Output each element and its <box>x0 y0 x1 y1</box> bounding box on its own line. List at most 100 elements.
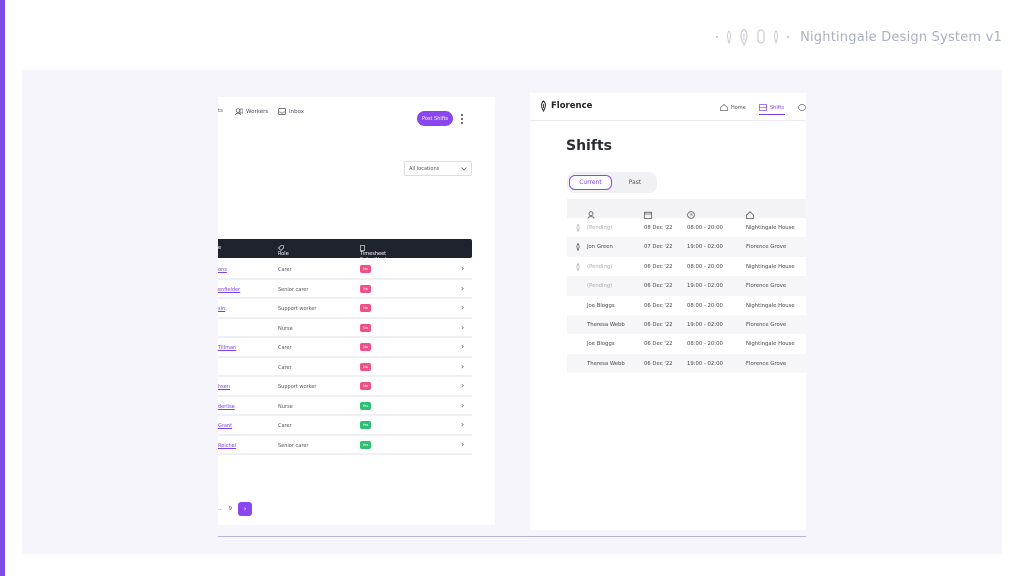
shift-row[interactable]: Theresa Webb 06 Dec '22 19:00 - 02:00 Flore… <box>567 314 806 335</box>
chevron-right-icon[interactable]: › <box>461 264 465 273</box>
header-role-label: Role <box>278 251 289 257</box>
worker-name: Jon Green <box>587 244 613 251</box>
chevron-right-icon[interactable]: › <box>461 283 465 293</box>
tab-past[interactable]: Past <box>628 179 642 186</box>
chevron-right-icon[interactable]: › <box>461 361 465 371</box>
table-header: e Role Timesheet Submitted <box>218 239 472 263</box>
table-row[interactable]: derlise Nurse Yes › <box>218 396 472 416</box>
table-row[interactable]: hsen Support worker No › <box>218 377 472 397</box>
shift-row[interactable]: (Pending) 08 Dec '22 08:00 - 20:00 Nighting… <box>567 218 806 237</box>
shift-time: 08:00 - 20:00 <box>687 341 723 348</box>
brand-bar: Nightingale Design System v1 <box>715 28 1002 46</box>
shift-location: Florence Grove <box>746 283 787 290</box>
shift-row[interactable]: Joe Bloggs 06 Dec '22 08:00 - 20:00 Nightin… <box>567 334 806 353</box>
shift-row[interactable]: (Pending) 06 Dec '22 08:00 - 20:00 Nighting… <box>567 257 806 276</box>
role-text: Senior carer <box>278 286 309 293</box>
brand-title: Nightingale Design System v1 <box>800 29 1002 45</box>
chevron-right-icon[interactable]: › <box>461 381 465 390</box>
nav-item-inbox[interactable]: Inbox <box>278 108 304 115</box>
pagination-next-button[interactable]: › <box>237 502 252 516</box>
nav-item-inbox[interactable] <box>798 104 806 111</box>
worker-name-link[interactable]: hsen <box>218 384 231 390</box>
tab-current[interactable]: Current <box>569 175 612 190</box>
dot-icon <box>715 35 719 39</box>
table-row[interactable]: Reichel Senior carer Yes › <box>218 435 472 455</box>
role-text: Carer <box>278 364 292 371</box>
more-menu-icon[interactable] <box>461 114 464 124</box>
shift-date: 06 Dec '22 <box>644 341 673 348</box>
divider <box>218 536 806 537</box>
status-badge: Yes <box>360 440 371 449</box>
nav-label: ts <box>218 108 224 114</box>
shift-date: 07 Dec '22 <box>644 244 673 251</box>
shift-location: Florence Grove <box>746 321 787 328</box>
showcase-stage <box>22 70 1002 554</box>
shift-row[interactable]: Theresa Webb 06 Dec '22 19:00 - 02:00 Flore… <box>567 353 806 374</box>
worker-column-icon <box>587 204 595 223</box>
chevron-right-icon[interactable]: › <box>461 303 465 312</box>
pin-icon <box>774 30 779 44</box>
lamp-outline-icon <box>757 29 765 44</box>
nav-item-workers[interactable]: Workers <box>235 108 268 115</box>
home-icon <box>720 104 728 111</box>
table-row[interactable]: ons Carer No › <box>218 260 472 280</box>
worker-name-link[interactable]: Reichel <box>218 442 237 449</box>
shift-row[interactable]: Jon Green 07 Dec '22 19:00 - 02:00 Florence… <box>567 237 806 257</box>
pin-icon <box>576 243 580 253</box>
table-row[interactable]: Nurse No › <box>218 318 472 338</box>
nav-item-shifts[interactable]: ts <box>218 108 223 114</box>
location-select[interactable]: All locations <box>404 161 472 176</box>
status-badge: No <box>360 343 371 351</box>
status-badge: Yes <box>360 421 371 429</box>
worker-name-link[interactable]: Grant <box>218 423 233 429</box>
table-row[interactable]: Carer No › <box>218 357 472 377</box>
status-badge: No <box>360 265 371 273</box>
timesheets-panel: ts Workers Inbox Post Shifts All locatio… <box>218 97 495 525</box>
worker-name-link[interactable]: enfielder <box>218 286 241 293</box>
shift-time: 08:00 - 20:00 <box>687 302 723 309</box>
chevron-down-icon <box>461 166 467 171</box>
clock-icon <box>687 204 695 223</box>
shift-date: 06 Dec '22 <box>644 321 673 328</box>
status-badge: No <box>360 284 371 293</box>
shift-date: 06 Dec '22 <box>644 302 673 309</box>
shift-time: 19:00 - 02:00 <box>687 283 723 290</box>
nav-item-home[interactable]: Home <box>720 104 746 111</box>
shift-location: Nightingale House <box>746 341 795 348</box>
page-title: Shifts <box>566 138 612 154</box>
table-row[interactable]: enfielder Senior carer No › <box>218 279 472 299</box>
shift-row[interactable]: (Pending) 06 Dec '22 19:00 - 02:00 Florence… <box>567 276 806 296</box>
home-icon <box>746 204 754 223</box>
table-row[interactable]: Grant Carer Yes › <box>218 416 472 436</box>
chevron-right-icon[interactable]: › <box>461 420 465 429</box>
florence-logo[interactable]: Florence <box>540 100 592 112</box>
status-badge: No <box>360 362 371 371</box>
chevron-right-icon[interactable]: › <box>461 439 465 449</box>
chevron-right-icon[interactable]: › <box>461 322 465 332</box>
nav-item-shifts[interactable]: Shifts <box>759 104 784 111</box>
role-text: Support worker <box>278 384 317 390</box>
pagination-page[interactable]: 9 <box>228 506 232 512</box>
table-row[interactable]: sin Support worker No › <box>218 299 472 319</box>
worker-name-link[interactable]: Tillman <box>218 345 237 351</box>
table-row[interactable]: Tillman Carer No › <box>218 338 472 358</box>
shift-tabs: Current Past <box>567 172 657 193</box>
role-text: Carer <box>278 267 292 273</box>
lamp-icon <box>740 28 748 46</box>
inbox-icon <box>278 108 286 115</box>
brand-icons <box>715 28 790 46</box>
chevron-right-icon[interactable]: › <box>461 342 465 351</box>
worker-name-link[interactable]: derlise <box>218 403 235 410</box>
worker-name-link[interactable]: sin <box>218 306 226 312</box>
shift-location: Florence Grove <box>746 244 787 251</box>
left-accent-bar <box>0 0 5 576</box>
shift-time: 08:00 - 20:00 <box>687 225 723 231</box>
chevron-right-icon[interactable]: › <box>461 400 465 410</box>
shift-time: 19:00 - 02:00 <box>687 244 723 251</box>
post-shifts-button[interactable]: Post Shifts <box>417 111 453 126</box>
worker-name-link[interactable]: ons <box>218 267 227 273</box>
shift-time: 19:00 - 02:00 <box>687 321 723 328</box>
shift-time: 08:00 - 20:00 <box>687 263 723 270</box>
shift-row[interactable]: Joe Bloggs 06 Dec '22 08:00 - 20:00 Nightin… <box>567 296 806 315</box>
